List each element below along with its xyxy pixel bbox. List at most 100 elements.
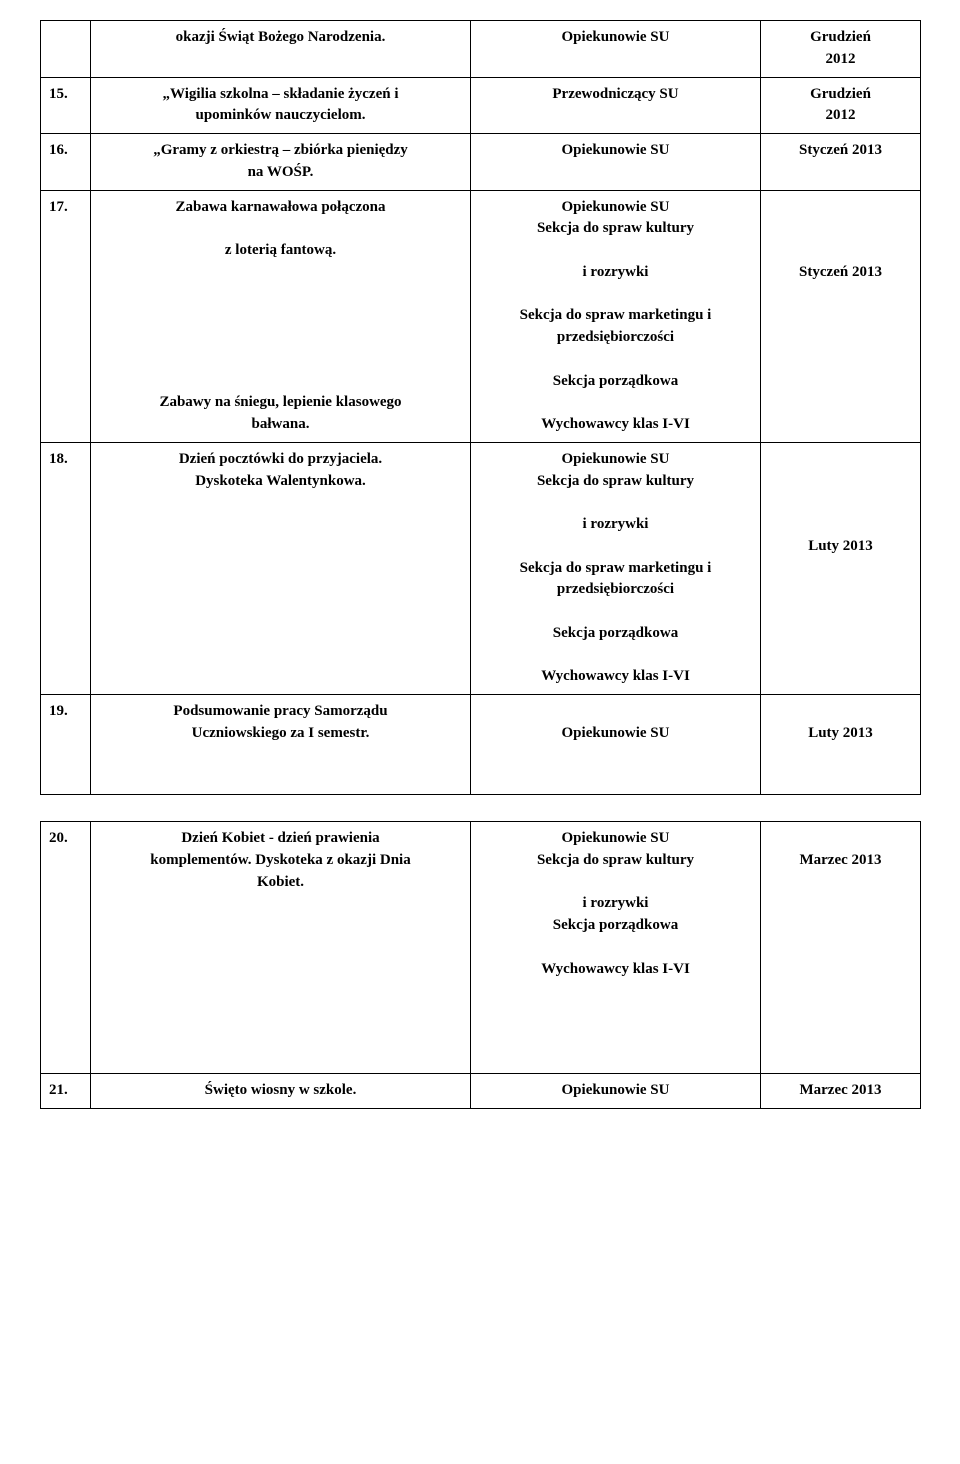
task-line: Dzień Kobiet - dzień prawienia bbox=[99, 828, 462, 850]
resp-line: Sekcja do spraw kultury bbox=[479, 850, 752, 872]
resp-line bbox=[479, 980, 752, 1002]
row-date: Marzec 2013 bbox=[761, 822, 921, 1074]
row-date: Luty 2013 bbox=[761, 442, 921, 694]
task-line: upominków nauczycielom. bbox=[99, 105, 462, 127]
resp-line bbox=[479, 536, 752, 558]
resp-line: Sekcja do spraw kultury bbox=[479, 218, 752, 240]
row-resp: Opiekunowie SU Sekcja do spraw kultury i… bbox=[471, 822, 761, 1074]
task-line: komplementów. Dyskoteka z okazji Dnia bbox=[99, 850, 462, 872]
date-line bbox=[769, 766, 912, 788]
table-row: 19. Podsumowanie pracy Samorządu Uczniow… bbox=[41, 695, 921, 795]
date-line bbox=[769, 492, 912, 514]
task-line: Dzień pocztówki do przyjaciela. bbox=[99, 449, 462, 471]
row-resp: Opiekunowie SU bbox=[471, 1074, 761, 1109]
task-line: Zabawy na śniegu, lepienie klasowego bbox=[99, 392, 462, 414]
resp-line: Sekcja porządkowa bbox=[479, 915, 752, 937]
date-line bbox=[769, 218, 912, 240]
resp-line bbox=[479, 492, 752, 514]
task-line: „Wigilia szkolna – składanie życzeń i bbox=[99, 84, 462, 106]
resp-line bbox=[479, 645, 752, 667]
table-row: okazji Świąt Bożego Narodzenia. Opiekuno… bbox=[41, 21, 921, 78]
resp-line: Sekcja do spraw marketingu i bbox=[479, 558, 752, 580]
table-row: 15. „Wigilia szkolna – składanie życzeń … bbox=[41, 77, 921, 134]
date-line: Styczeń 2013 bbox=[769, 262, 912, 284]
table-row: 21. Święto wiosny w szkole. Opiekunowie … bbox=[41, 1074, 921, 1109]
row-num: 18. bbox=[41, 442, 91, 694]
resp-line: i rozrywki bbox=[479, 514, 752, 536]
task-line: Uczniowskiego za I semestr. bbox=[99, 723, 462, 745]
date-line: Luty 2013 bbox=[769, 723, 912, 745]
resp-line bbox=[479, 284, 752, 306]
date-line bbox=[769, 197, 912, 219]
row-task: „Gramy z orkiestrą – zbiórka pieniędzy n… bbox=[91, 134, 471, 191]
task-line: okazji Świąt Bożego Narodzenia. bbox=[99, 27, 462, 49]
task-line bbox=[99, 349, 462, 371]
row-resp: Opiekunowie SU bbox=[471, 21, 761, 78]
row-num: 17. bbox=[41, 190, 91, 442]
row-date: Styczeń 2013 bbox=[761, 134, 921, 191]
task-line: Zabawa karnawałowa połączona bbox=[99, 197, 462, 219]
row-resp: Opiekunowie SU Sekcja do spraw kultury i… bbox=[471, 190, 761, 442]
row-task: Święto wiosny w szkole. bbox=[91, 1074, 471, 1109]
date-line bbox=[769, 471, 912, 493]
resp-line: Opiekunowie SU bbox=[479, 27, 752, 49]
date-line bbox=[769, 828, 912, 850]
row-task: Dzień Kobiet - dzień prawienia komplemen… bbox=[91, 822, 471, 1074]
date-line bbox=[769, 449, 912, 471]
resp-line: Opiekunowie SU bbox=[479, 197, 752, 219]
row-task: „Wigilia szkolna – składanie życzeń i up… bbox=[91, 77, 471, 134]
resp-line: Opiekunowie SU bbox=[479, 449, 752, 471]
row-date: Grudzień 2012 bbox=[761, 21, 921, 78]
date-line: Styczeń 2013 bbox=[769, 140, 912, 162]
row-date: Grudzień 2012 bbox=[761, 77, 921, 134]
resp-line bbox=[479, 937, 752, 959]
date-line bbox=[769, 240, 912, 262]
date-line bbox=[769, 514, 912, 536]
table-row: 20. Dzień Kobiet - dzień prawienia kompl… bbox=[41, 822, 921, 1074]
task-line: Święto wiosny w szkole. bbox=[99, 1080, 462, 1102]
date-line: Grudzień bbox=[769, 27, 912, 49]
task-line: „Gramy z orkiestrą – zbiórka pieniędzy bbox=[99, 140, 462, 162]
resp-line: Opiekunowie SU bbox=[479, 723, 752, 745]
resp-line: Sekcja porządkowa bbox=[479, 623, 752, 645]
row-num: 21. bbox=[41, 1074, 91, 1109]
resp-line: Sekcja porządkowa bbox=[479, 371, 752, 393]
task-line bbox=[99, 284, 462, 306]
table-row: 17. Zabawa karnawałowa połączona z loter… bbox=[41, 190, 921, 442]
row-resp: Opiekunowie SU bbox=[471, 695, 761, 795]
task-line: bałwana. bbox=[99, 414, 462, 436]
resp-line: Wychowawcy klas I-VI bbox=[479, 959, 752, 981]
row-resp: Opiekunowie SU Sekcja do spraw kultury i… bbox=[471, 442, 761, 694]
resp-line bbox=[479, 1024, 752, 1046]
row-task: okazji Świąt Bożego Narodzenia. bbox=[91, 21, 471, 78]
resp-line bbox=[479, 392, 752, 414]
resp-line: Sekcja do spraw kultury bbox=[479, 471, 752, 493]
date-line: Luty 2013 bbox=[769, 536, 912, 558]
date-line: Grudzień bbox=[769, 84, 912, 106]
task-line: Kobiet. bbox=[99, 872, 462, 894]
task-line bbox=[99, 305, 462, 327]
task-line: Podsumowanie pracy Samorządu bbox=[99, 701, 462, 723]
row-task: Dzień pocztówki do przyjaciela. Dyskotek… bbox=[91, 442, 471, 694]
date-line: 2012 bbox=[769, 49, 912, 71]
task-line: na WOŚP. bbox=[99, 162, 462, 184]
task-line bbox=[99, 262, 462, 284]
task-line: z loterią fantową. bbox=[99, 240, 462, 262]
row-task: Zabawa karnawałowa połączona z loterią f… bbox=[91, 190, 471, 442]
date-line: 2012 bbox=[769, 105, 912, 127]
resp-line bbox=[479, 701, 752, 723]
table-row: 18. Dzień pocztówki do przyjaciela. Dysk… bbox=[41, 442, 921, 694]
resp-line bbox=[479, 349, 752, 371]
date-line bbox=[769, 701, 912, 723]
resp-line bbox=[479, 1046, 752, 1068]
date-line: Marzec 2013 bbox=[769, 850, 912, 872]
row-date: Styczeń 2013 bbox=[761, 190, 921, 442]
resp-line: przedsiębiorczości bbox=[479, 579, 752, 601]
resp-line: Opiekunowie SU bbox=[479, 1080, 752, 1102]
table-row: 16. „Gramy z orkiestrą – zbiórka pienięd… bbox=[41, 134, 921, 191]
row-num: 16. bbox=[41, 134, 91, 191]
plan-table-1: okazji Świąt Bożego Narodzenia. Opiekuno… bbox=[40, 20, 921, 795]
resp-line bbox=[479, 872, 752, 894]
row-resp: Opiekunowie SU bbox=[471, 134, 761, 191]
task-line: Dyskoteka Walentynkowa. bbox=[99, 471, 462, 493]
